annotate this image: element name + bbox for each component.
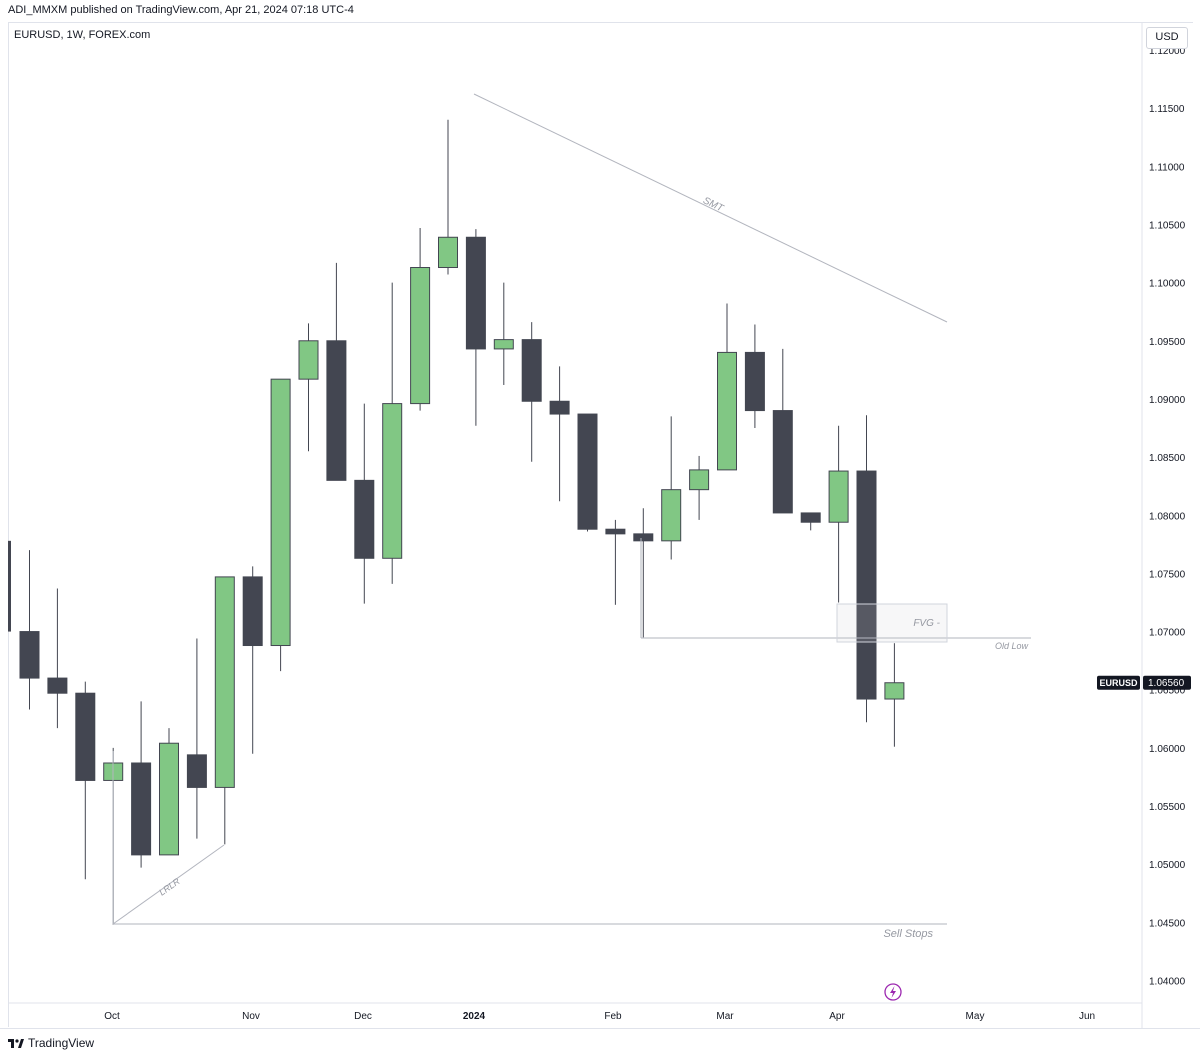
lrlr-label: LRLR (157, 876, 182, 898)
candle-body[interactable] (465, 236, 486, 350)
price-tick-label: 1.09500 (1149, 337, 1186, 348)
candle-body[interactable] (438, 236, 458, 269)
candle-body[interactable] (856, 470, 877, 700)
candle-body[interactable] (772, 410, 793, 514)
price-tick-label: 1.05500 (1149, 802, 1186, 813)
time-tick-label: Apr (829, 1011, 845, 1022)
price-tick-label: 1.08000 (1149, 511, 1186, 522)
old-low-label: Old Low (995, 641, 1029, 651)
candle-body[interactable] (689, 469, 710, 491)
candle-body[interactable] (828, 470, 849, 523)
time-tick-label: Mar (716, 1011, 734, 1022)
candle-body[interactable] (521, 339, 542, 402)
price-tick-label: 1.06000 (1149, 744, 1186, 755)
candle-body[interactable] (159, 742, 179, 856)
symbol-tag-text: EURUSD (1099, 678, 1138, 688)
candle-body[interactable] (410, 267, 431, 405)
publish-bar: ADI_MMXM published on TradingView.com, A… (0, 0, 1200, 22)
candle-body[interactable] (186, 754, 207, 788)
price-tick-label: 1.10000 (1149, 279, 1186, 290)
tradingview-brand: TradingView (28, 1036, 95, 1050)
candle-body[interactable] (298, 340, 319, 380)
candle-partial (8, 540, 11, 632)
tradingview-logo-icon (8, 1039, 24, 1048)
candle-body[interactable] (131, 762, 152, 856)
currency-button[interactable]: USD (1146, 27, 1188, 49)
candle-body[interactable] (717, 351, 737, 471)
candle-body[interactable] (884, 682, 905, 700)
candle-body[interactable] (744, 351, 765, 412)
candle-body[interactable] (19, 631, 40, 679)
candle-body[interactable] (493, 339, 514, 350)
candle-body[interactable] (633, 533, 654, 542)
time-tick-label: 2024 (463, 1011, 486, 1022)
candle-body[interactable] (605, 528, 626, 535)
price-tick-label: 1.09000 (1149, 395, 1186, 406)
time-tick-label: Jun (1079, 1011, 1095, 1022)
price-tick-label: 1.04000 (1149, 977, 1186, 988)
last-price-text: 1.06560 (1148, 678, 1185, 689)
fvg-box[interactable] (836, 603, 948, 643)
sell-stops-label: Sell Stops (883, 928, 933, 940)
candle-body[interactable] (577, 413, 598, 530)
price-tick-label: 1.12000 (1149, 46, 1186, 57)
published-text: ADI_MMXM published on TradingView.com, A… (8, 4, 354, 16)
last-price-tag (1143, 675, 1191, 690)
candlestick-chart[interactable]: 1.12000 1.11500 1.11000 1.10500 1.10000 1.095… (0, 0, 1200, 1028)
candle-body[interactable] (382, 403, 403, 559)
price-tick-label: 1.10500 (1149, 220, 1186, 231)
currency-label: USD (1155, 31, 1179, 43)
price-tick-label: 1.11500 (1149, 104, 1185, 115)
time-tick-label: May (966, 1011, 985, 1022)
candle-body[interactable] (270, 378, 291, 647)
candle-body[interactable] (549, 400, 570, 415)
time-tick-label: Oct (104, 1011, 120, 1022)
price-tick-label: 1.07500 (1149, 569, 1186, 580)
lightning-icon (890, 986, 896, 998)
fvg-label: FVG - (913, 618, 940, 629)
candle-body[interactable] (47, 677, 68, 694)
symbol-legend[interactable]: EURUSD, 1W, FOREX.com (14, 29, 151, 41)
candle-body[interactable] (75, 692, 96, 781)
candle-body[interactable] (214, 576, 235, 788)
chart-frame (8, 22, 1193, 1027)
candle-body[interactable] (661, 489, 682, 542)
candle-body[interactable] (800, 512, 821, 523)
symbol-price-tag (1097, 675, 1140, 690)
time-tick-label: Nov (242, 1011, 260, 1022)
price-tick-label: 1.08500 (1149, 453, 1186, 464)
lrlr-line[interactable] (112, 844, 225, 925)
price-tick-label: 1.05000 (1149, 860, 1186, 871)
price-tick-label: 1.11000 (1149, 162, 1185, 173)
time-tick-label: Dec (354, 1011, 372, 1022)
candle-body[interactable] (326, 340, 347, 481)
time-tick-label: Feb (604, 1011, 622, 1022)
tradingview-logo[interactable]: TradingView (8, 1036, 94, 1050)
footer: TradingView (0, 1028, 1200, 1057)
smt-label: SMT (701, 195, 726, 214)
candle-body[interactable] (354, 479, 375, 559)
candle-body[interactable] (242, 576, 263, 647)
price-tick-label: 1.04500 (1149, 918, 1186, 929)
smt-trendline[interactable] (473, 93, 948, 323)
price-tick-label: 1.06500 (1149, 686, 1186, 697)
price-tick-label: 1.07000 (1149, 628, 1186, 639)
